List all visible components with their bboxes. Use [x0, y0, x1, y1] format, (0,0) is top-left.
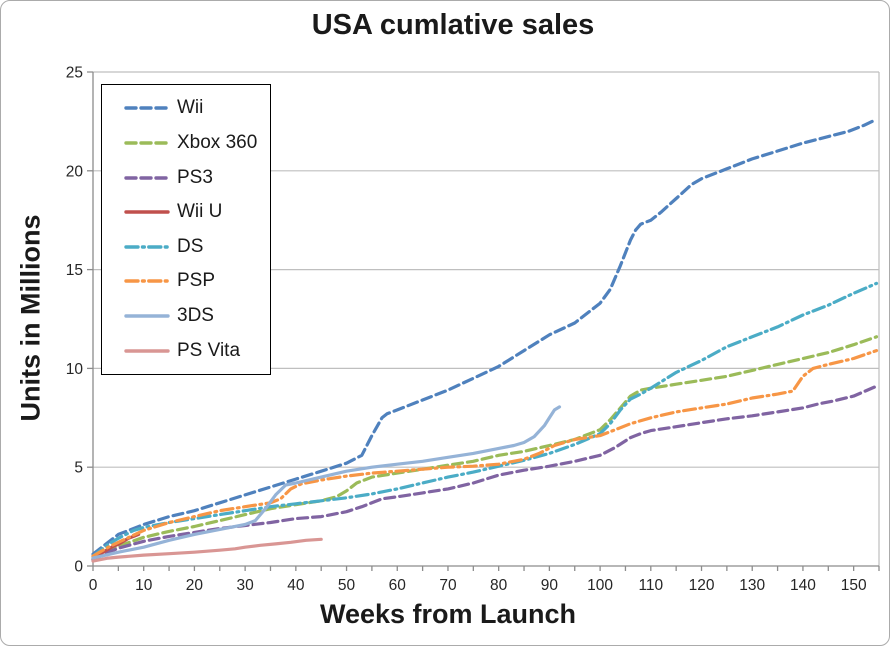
legend-line-sample-psp: [124, 279, 170, 284]
chart-title: USA cumlative sales: [311, 9, 595, 41]
legend-label: Xbox 360: [177, 131, 258, 153]
series-line-psp[interactable]: [91, 349, 879, 558]
series-line-ps3[interactable]: [91, 384, 879, 562]
legend-line-sample-ps-vita: [124, 348, 170, 353]
legend-item-xbox-360[interactable]: Xbox 360: [124, 132, 270, 154]
x-axis-title: Weeks from Launch: [319, 599, 577, 629]
y-tick-label: 25: [66, 65, 83, 82]
x-tick-label: 150: [841, 577, 867, 594]
x-tick-label: 0: [89, 577, 98, 594]
x-tick-label: 120: [689, 577, 715, 594]
y-tick-label: 5: [74, 460, 83, 477]
legend-label: DS: [177, 235, 204, 257]
legend-label: Wii U: [177, 201, 223, 223]
x-tick-label: 40: [287, 577, 305, 594]
x-tick-label: 10: [135, 577, 153, 594]
x-tick-label: 50: [338, 577, 356, 594]
series-line-ds[interactable]: [91, 281, 879, 558]
y-tick-label: 0: [74, 559, 83, 576]
legend-line-sample-3ds: [124, 314, 170, 318]
legend-line-sample-ds: [124, 245, 170, 249]
series-line-xbox-360[interactable]: [91, 335, 879, 561]
x-tick-label: 70: [439, 577, 457, 594]
legend-line-sample-xbox-360: [124, 141, 170, 145]
x-tick-label: 60: [389, 577, 407, 594]
legend-line-sample-ps3: [124, 175, 170, 180]
series-line-wii[interactable]: [91, 117, 879, 556]
x-tick-label: 110: [638, 577, 663, 594]
legend-item-psp[interactable]: PSP: [124, 270, 270, 292]
x-tick-label: 30: [237, 577, 255, 594]
legend-item-ps3[interactable]: PS3: [124, 167, 270, 189]
legend-item-ds[interactable]: DS: [124, 236, 270, 258]
series-line-ps-vita[interactable]: [91, 537, 323, 563]
legend-item-wii[interactable]: Wii: [124, 97, 270, 119]
legend-label: 3DS: [177, 305, 214, 327]
x-tick-label: 80: [490, 577, 508, 594]
legend-item-3ds[interactable]: 3DS: [124, 305, 270, 327]
x-tick-label: 130: [739, 577, 765, 594]
legend-label: PS3: [177, 166, 213, 188]
legend-line-sample-wii: [124, 106, 170, 111]
legend-line-sample-wii-u: [124, 210, 170, 214]
y-tick-label: 10: [66, 361, 84, 378]
x-tick-label: 100: [587, 577, 613, 594]
legend-label: PSP: [177, 270, 216, 292]
legend-item-wii-u[interactable]: Wii U: [124, 201, 270, 223]
legend: Wii Xbox 360 PS3 Wii U DS PSP 3DS PS Vita: [101, 84, 271, 375]
y-tick-label: 15: [66, 262, 83, 279]
legend-label: PS Vita: [177, 339, 241, 361]
series-line-3ds[interactable]: [91, 405, 562, 560]
x-tick-label: 90: [541, 577, 559, 594]
legend-item-ps-vita[interactable]: PS Vita: [124, 340, 270, 362]
legend-label: Wii: [177, 97, 204, 119]
y-tick-label: 20: [66, 163, 84, 180]
x-tick-label: 20: [186, 577, 204, 594]
x-tick-label: 140: [790, 577, 816, 594]
